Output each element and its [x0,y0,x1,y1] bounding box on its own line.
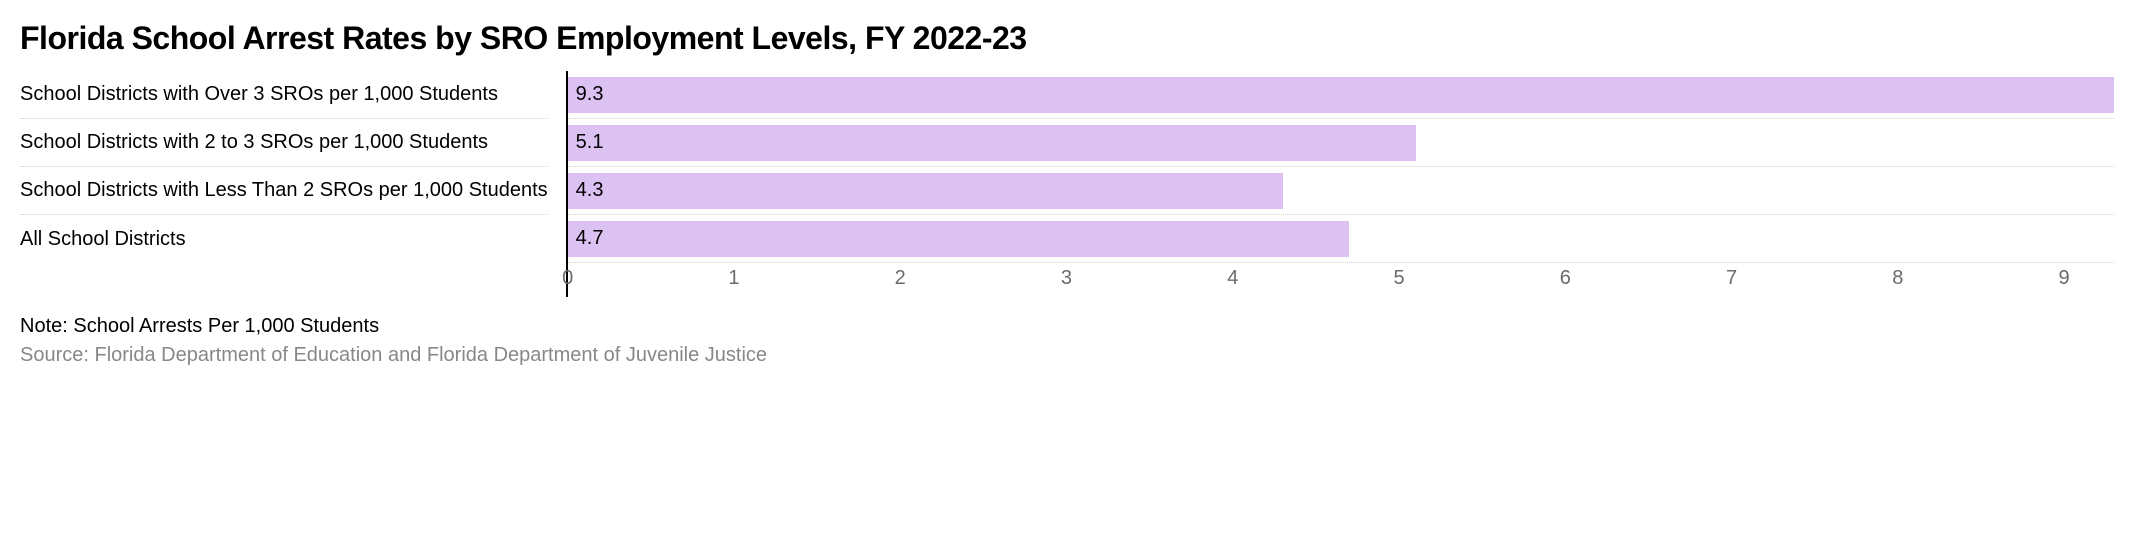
category-row: School Districts with 2 to 3 SROs per 1,… [20,119,548,167]
bar-row: 9.3 [568,71,2114,119]
category-label: All School Districts [20,228,186,251]
bar-row: 5.1 [568,119,2114,167]
bar-value-label: 4.7 [576,227,604,250]
chart-container: Florida School Arrest Rates by SRO Emplo… [20,20,2114,367]
bar: 5.1 [568,125,1416,161]
bar-row: 4.7 [568,215,2114,263]
chart-source: Source: Florida Department of Education … [20,344,2114,367]
bar: 9.3 [568,77,2114,113]
x-tick: 9 [2059,267,2070,290]
bar-row: 4.3 [568,167,2114,215]
category-label: School Districts with Less Than 2 SROs p… [20,179,548,202]
chart-body: School Districts with Over 3 SROs per 1,… [20,71,2114,297]
category-label: School Districts with 2 to 3 SROs per 1,… [20,131,488,154]
category-row: All School Districts [20,215,548,263]
x-tick: 1 [728,267,739,290]
category-label: School Districts with Over 3 SROs per 1,… [20,83,498,106]
x-tick: 3 [1061,267,1072,290]
chart-note: Note: School Arrests Per 1,000 Students [20,315,2114,338]
x-tick: 5 [1393,267,1404,290]
bar-value-label: 5.1 [576,131,604,154]
bar-value-label: 4.3 [576,179,604,202]
x-tick: 4 [1227,267,1238,290]
x-tick: 2 [895,267,906,290]
x-tick: 0 [562,267,573,290]
bar-value-label: 9.3 [576,83,604,106]
x-tick: 7 [1726,267,1737,290]
bars-column: 9.3 5.1 4.3 4.7 0 1 2 [566,71,2114,297]
bar: 4.7 [568,221,1349,257]
category-row: School Districts with Less Than 2 SROs p… [20,167,548,215]
category-row: School Districts with Over 3 SROs per 1,… [20,71,548,119]
x-tick: 6 [1560,267,1571,290]
bar: 4.3 [568,173,1283,209]
category-labels-column: School Districts with Over 3 SROs per 1,… [20,71,566,297]
x-axis: 0 1 2 3 4 5 6 7 8 9 [568,267,2114,297]
chart-title: Florida School Arrest Rates by SRO Emplo… [20,20,2114,57]
x-tick: 8 [1892,267,1903,290]
